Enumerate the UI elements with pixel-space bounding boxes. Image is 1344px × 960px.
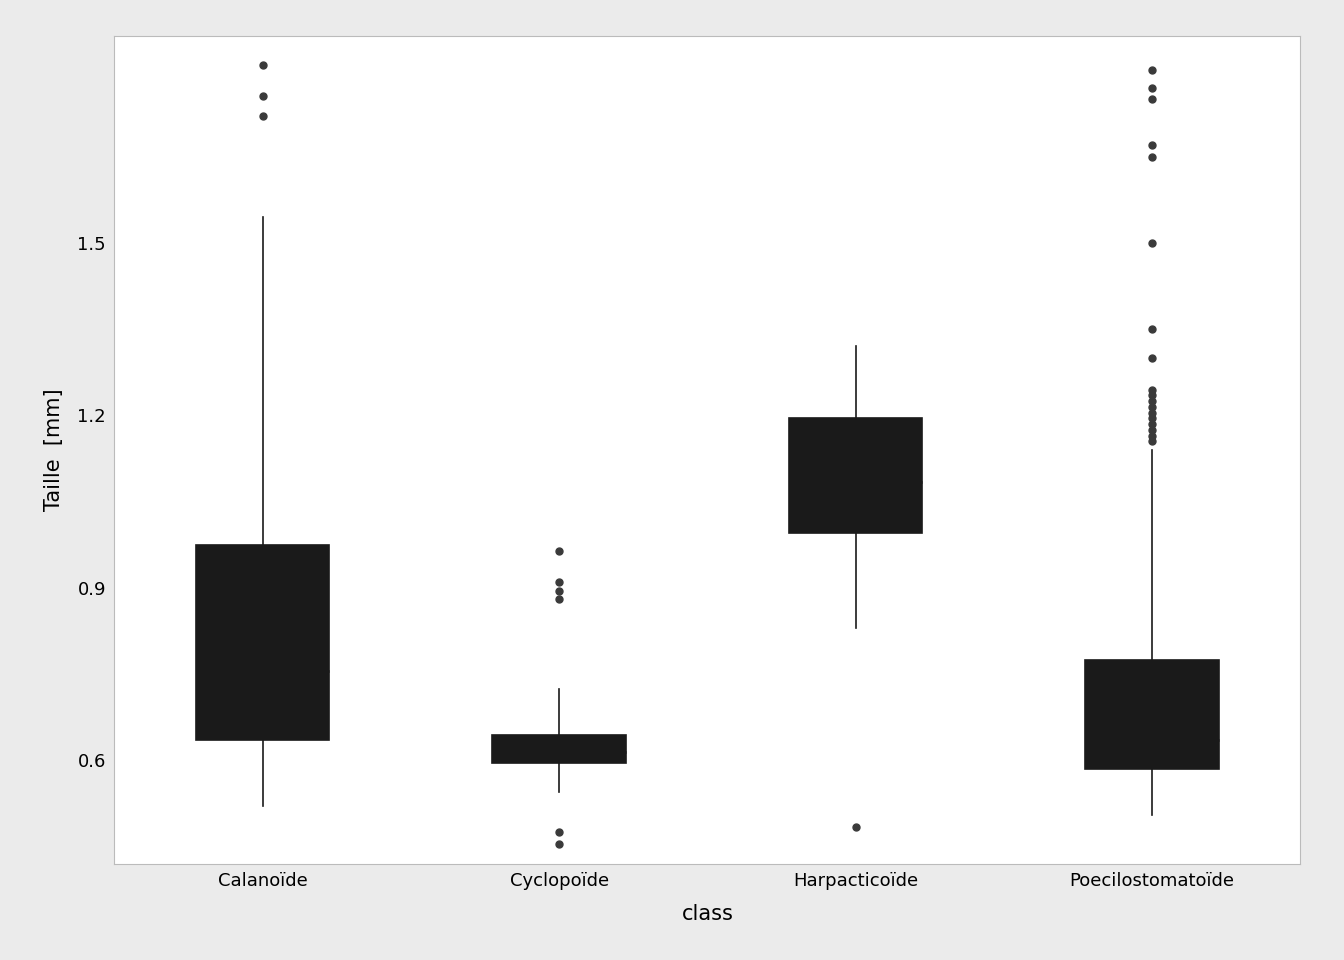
Y-axis label: Taille  [mm]: Taille [mm] [43,389,63,512]
PathPatch shape [789,419,922,533]
PathPatch shape [1086,660,1219,769]
PathPatch shape [196,544,329,740]
PathPatch shape [492,734,626,763]
X-axis label: class: class [681,904,734,924]
